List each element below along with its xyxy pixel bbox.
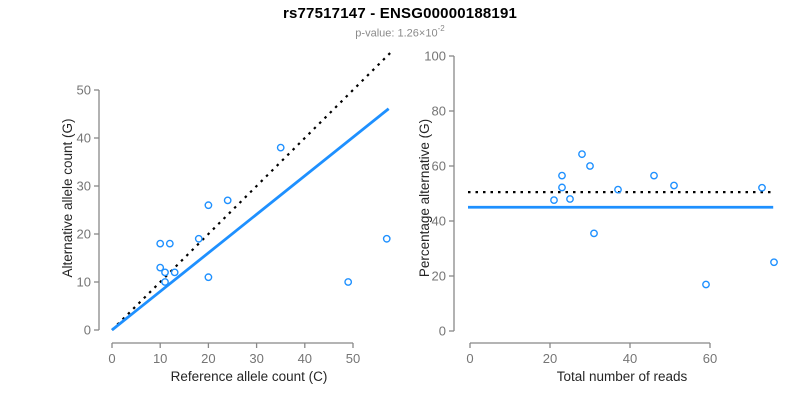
data-point bbox=[566, 195, 574, 203]
data-point bbox=[223, 196, 232, 205]
figure-header: rs77517147 - ENSG00000188191 p-value: 1.… bbox=[0, 0, 800, 40]
y-tick-label: 40 bbox=[77, 131, 91, 146]
y-tick-label: 20 bbox=[77, 227, 91, 242]
x-tick-label: 40 bbox=[623, 351, 637, 366]
y-tick-label: 40 bbox=[432, 214, 446, 229]
y-tick-label: 100 bbox=[424, 49, 446, 64]
x-axis-label: Total number of reads bbox=[557, 369, 688, 384]
data-point bbox=[550, 196, 558, 205]
y-tick-label: 20 bbox=[432, 269, 446, 284]
y-tick-label: 50 bbox=[77, 83, 91, 98]
y-tick-label: 30 bbox=[77, 179, 91, 194]
data-point bbox=[650, 171, 658, 180]
x-tick-label: 30 bbox=[249, 351, 263, 366]
y-axis-label: Percentage alternative (G) bbox=[417, 119, 432, 277]
data-point bbox=[161, 278, 169, 286]
data-point bbox=[161, 268, 169, 277]
data-point bbox=[614, 185, 622, 194]
data-point bbox=[770, 258, 778, 267]
y-axis-label: Alternative allele count (G) bbox=[60, 118, 75, 277]
data-point bbox=[586, 162, 594, 170]
identity-line bbox=[111, 52, 391, 331]
p-value-exponent: -2 bbox=[437, 24, 445, 33]
x-tick-label: 50 bbox=[346, 351, 360, 366]
scatter-percentage-reads: 0 20 40 60 0 20 40 60 80 100 Total number of reads… bbox=[417, 49, 778, 384]
x-tick-label: 20 bbox=[201, 351, 215, 366]
scatter-allele-counts: 0 10 20 30 40 50 0 10 20 30 40 50 Reference allele c… bbox=[60, 52, 391, 384]
data-point bbox=[165, 239, 174, 248]
y-tick-label: 0 bbox=[439, 324, 446, 339]
data-point bbox=[382, 234, 391, 243]
data-point bbox=[702, 280, 710, 289]
data-point bbox=[170, 268, 179, 277]
figure-title: rs77517147 - ENSG00000188191 bbox=[282, 5, 518, 22]
p-value-text: p-value: 1.26×10 bbox=[355, 27, 438, 40]
x-tick-label: 10 bbox=[153, 351, 167, 366]
data-point bbox=[156, 239, 165, 248]
fitted-ratio-line bbox=[111, 107, 390, 332]
data-point bbox=[558, 171, 566, 180]
data-point bbox=[344, 278, 353, 286]
data-point bbox=[194, 234, 203, 243]
data-point bbox=[590, 229, 598, 238]
x-tick-label: 0 bbox=[466, 351, 473, 366]
y-tick-label: 0 bbox=[84, 323, 91, 338]
data-point bbox=[156, 263, 165, 272]
data-point bbox=[758, 183, 766, 192]
figure-p-value: p-value: 1.26×10-2 bbox=[0, 24, 800, 40]
x-tick-label: 60 bbox=[703, 351, 717, 366]
y-tick-label: 80 bbox=[432, 104, 446, 119]
y-tick-label: 10 bbox=[77, 275, 91, 290]
x-tick-label: 40 bbox=[298, 351, 312, 366]
data-point bbox=[558, 183, 566, 192]
data-point bbox=[204, 201, 213, 210]
x-tick-label: 20 bbox=[543, 351, 557, 366]
data-point bbox=[578, 150, 586, 159]
data-point bbox=[276, 143, 285, 152]
x-tick-label: 0 bbox=[108, 351, 115, 366]
y-tick-label: 60 bbox=[432, 159, 446, 174]
data-point bbox=[204, 273, 213, 282]
x-axis-label: Reference allele count (C) bbox=[171, 369, 328, 384]
data-point bbox=[670, 181, 678, 190]
